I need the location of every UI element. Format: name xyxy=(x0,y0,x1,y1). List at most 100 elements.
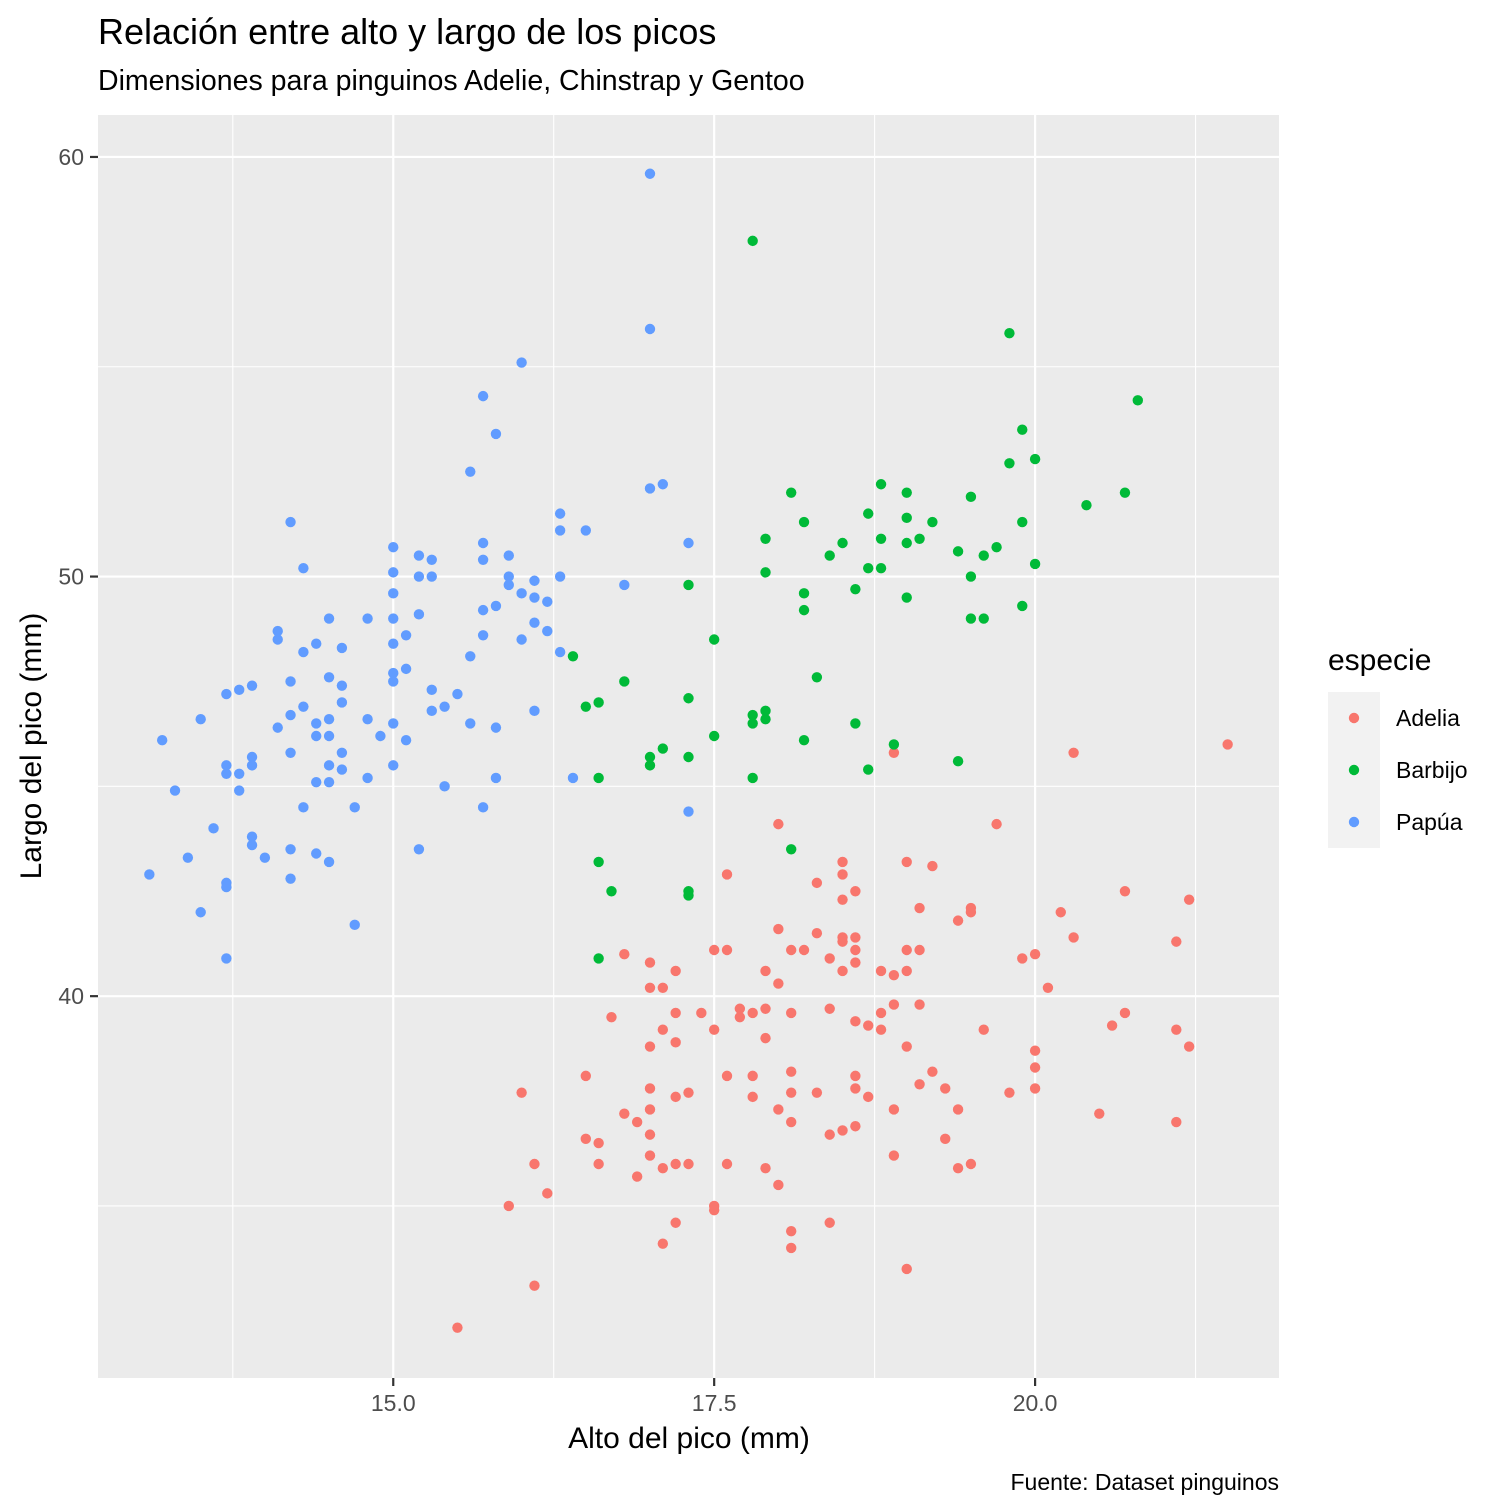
data-point xyxy=(670,1037,681,1048)
data-point xyxy=(760,1003,771,1014)
x-tick-label: 17.5 xyxy=(692,1390,737,1416)
data-point xyxy=(696,1007,707,1019)
data-point xyxy=(785,1066,797,1077)
data-point xyxy=(952,546,964,557)
data-point xyxy=(516,588,527,599)
data-point xyxy=(1017,953,1028,964)
data-point xyxy=(747,772,758,784)
data-point xyxy=(901,965,912,977)
data-point xyxy=(1132,395,1143,406)
data-point xyxy=(234,785,245,796)
data-point xyxy=(811,877,823,889)
data-point xyxy=(619,676,630,687)
data-point xyxy=(144,869,155,880)
data-point xyxy=(311,776,322,788)
data-point xyxy=(914,902,925,914)
data-point xyxy=(362,772,373,784)
y-tick-label: 40 xyxy=(58,983,84,1009)
data-point xyxy=(426,571,437,582)
chart-caption: Fuente: Dataset pinguinos xyxy=(1010,1469,1279,1495)
series-papúa xyxy=(144,168,694,964)
data-point xyxy=(503,550,514,561)
data-point xyxy=(388,541,399,553)
plot-panel xyxy=(98,115,1279,1378)
data-point xyxy=(272,634,283,645)
data-point xyxy=(285,516,296,528)
data-point xyxy=(708,730,720,742)
data-point xyxy=(388,588,399,599)
data-point xyxy=(747,718,758,729)
data-point xyxy=(760,567,771,578)
data-point xyxy=(1029,1062,1041,1073)
data-point xyxy=(888,739,900,750)
data-point xyxy=(683,1158,694,1170)
data-point xyxy=(1004,1087,1015,1098)
data-point xyxy=(683,1087,694,1098)
data-point xyxy=(1017,516,1028,528)
data-point xyxy=(323,776,335,788)
data-point xyxy=(657,982,669,993)
data-point xyxy=(850,957,861,968)
data-point xyxy=(773,978,784,989)
data-point xyxy=(965,491,977,503)
data-point xyxy=(901,856,912,868)
data-point xyxy=(1042,982,1054,993)
data-point xyxy=(991,541,1002,553)
data-point xyxy=(683,806,694,817)
y-axis-title: Largo del pico (mm) xyxy=(15,613,48,880)
data-point xyxy=(388,613,399,624)
data-point xyxy=(657,1238,669,1249)
data-point xyxy=(734,1011,746,1023)
data-point xyxy=(863,508,874,519)
data-point xyxy=(901,592,912,603)
data-point xyxy=(542,1188,553,1199)
data-point xyxy=(708,634,720,645)
data-point xyxy=(683,537,694,549)
data-point xyxy=(644,1041,656,1052)
data-point xyxy=(644,1083,656,1094)
data-point xyxy=(477,802,489,813)
data-point xyxy=(683,890,694,901)
x-tick-label: 20.0 xyxy=(1013,1390,1058,1416)
data-point xyxy=(516,1087,527,1098)
data-point xyxy=(760,714,771,725)
data-point xyxy=(952,1104,964,1115)
data-point xyxy=(914,1079,925,1090)
data-point xyxy=(208,823,219,834)
data-point xyxy=(978,550,989,561)
data-point xyxy=(644,168,656,179)
data-point xyxy=(888,969,900,981)
series-barbijo xyxy=(567,235,1143,964)
data-point xyxy=(875,479,887,490)
data-point xyxy=(400,630,412,641)
data-point xyxy=(465,651,476,662)
data-point xyxy=(1171,936,1182,947)
data-point xyxy=(413,550,425,561)
data-point xyxy=(349,802,360,813)
data-point xyxy=(888,1150,900,1161)
data-point xyxy=(593,953,604,964)
data-point xyxy=(388,760,399,771)
data-point xyxy=(965,1158,977,1170)
data-point xyxy=(554,508,566,519)
data-point xyxy=(747,1070,758,1082)
legend-key xyxy=(1348,764,1360,776)
data-point xyxy=(837,1125,848,1136)
data-point xyxy=(426,554,437,565)
data-point xyxy=(298,701,309,712)
data-point xyxy=(465,718,476,729)
data-point xyxy=(965,613,977,624)
data-point xyxy=(1119,886,1131,897)
data-point xyxy=(221,953,232,964)
data-point xyxy=(580,1133,592,1145)
data-point xyxy=(336,642,348,654)
data-point xyxy=(901,1263,912,1275)
data-point xyxy=(349,919,360,931)
data-point xyxy=(272,625,283,637)
data-point xyxy=(914,533,925,544)
data-point xyxy=(940,1083,951,1094)
data-point xyxy=(285,873,296,884)
data-point xyxy=(221,768,232,779)
data-point xyxy=(1171,1024,1182,1035)
data-point xyxy=(490,428,502,440)
